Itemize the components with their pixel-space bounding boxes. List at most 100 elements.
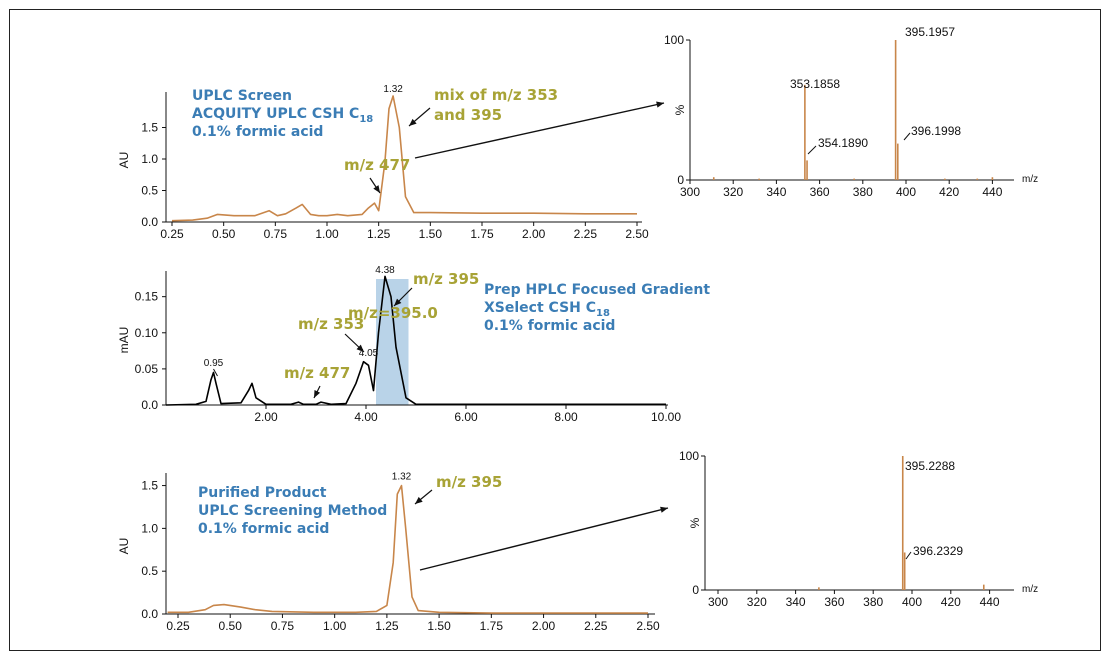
ms2-x-tick-label: 420 [941, 595, 961, 609]
prep-x-tick-label: 4.00 [354, 410, 378, 424]
ms1-peak-label: 395.1957 [905, 25, 955, 39]
ms1-peak-label: 353.1858 [790, 77, 840, 91]
uplc-title-line: ACQUITY UPLC CSH C18 [192, 106, 373, 125]
ms2-peak-label: 396.2329 [913, 544, 963, 558]
uplc-x-tick-label: 2.25 [574, 227, 598, 241]
uplc-x-tick-label: 2.50 [625, 227, 649, 241]
ms2-x-tick-label: 380 [863, 595, 883, 609]
uplc-y-tick-label: 1.5 [141, 121, 158, 135]
purified-x-tick-label: 2.50 [636, 619, 660, 633]
ms1-peak-leader [807, 145, 817, 155]
uplc-x-tick-label: 2.00 [522, 227, 546, 241]
uplc-x-tick-label: 1.00 [315, 227, 339, 241]
ms1-y-axis-title: % [673, 104, 687, 115]
ms1-x-tick-label: 380 [853, 185, 873, 199]
uplc-title-line: UPLC Screen [192, 88, 292, 104]
ms2-x-tick-label: 440 [980, 595, 1000, 609]
uplc-y-tick-label: 0.5 [141, 184, 158, 198]
ms1-y-tick-label: 0 [677, 173, 684, 187]
prep-annotation-m353: m/z 353 [298, 315, 364, 333]
uplc-title-subscript: 18 [359, 114, 373, 125]
prep-arrow-m477-head [314, 390, 321, 398]
prep-y-axis-title: mAU [117, 327, 131, 354]
uplc-annotation-mix: mix of m/z 353 [434, 86, 558, 104]
prep-arrow-m395-head [394, 298, 402, 306]
purified-arrow-to-ms-head [660, 506, 668, 513]
ms2-x-tick-label: 320 [747, 595, 767, 609]
ms2-x-tick-label: 340 [786, 595, 806, 609]
prep-title-line: XSelect CSH C18 [484, 300, 610, 319]
purified-x-tick-label: 1.50 [427, 619, 451, 633]
prep-x-tick-label: 10.00 [651, 410, 681, 424]
uplc-annotation-mix-2: and 395 [434, 106, 502, 124]
ms2-x-axis-title: m/z [1022, 584, 1038, 595]
purified-peak-label: 1.32 [392, 472, 412, 483]
ms2-y-axis-title: % [688, 517, 702, 528]
prep-arrow-m353-head [356, 344, 364, 352]
uplc-arrow-to-ms [414, 102, 665, 159]
purified-arrow-to-ms [419, 507, 669, 571]
prep-annotation-m395: m/z 395 [413, 270, 479, 288]
uplc-x-tick-label: 0.25 [160, 227, 184, 241]
prep-x-tick-label: 8.00 [554, 410, 578, 424]
ms1-x-tick-label: 340 [766, 185, 786, 199]
ms2-peak-leader [905, 551, 912, 560]
ms1-peak-label: 354.1890 [818, 136, 868, 150]
ms1-x-tick-label: 440 [982, 185, 1002, 199]
ms2-x-tick-label: 400 [902, 595, 922, 609]
purified-title-line: 0.1% formic acid [198, 521, 329, 537]
uplc-x-tick-label: 0.50 [212, 227, 236, 241]
prep-peak-label: 4.38 [375, 265, 395, 276]
uplc-x-tick-label: 0.75 [264, 227, 288, 241]
ms1-y-tick-label: 100 [664, 33, 684, 47]
ms1-x-tick-label: 400 [896, 185, 916, 199]
prep-title-subscript: 18 [596, 308, 610, 319]
prep-annotation-m3950: m/z=395.0 [348, 304, 438, 322]
uplc-trace-line [171, 95, 637, 222]
uplc-arrow-m477-head [373, 185, 380, 193]
prep-peak-label: 4.05 [359, 348, 379, 359]
figure-frame [9, 9, 1101, 651]
uplc-x-tick-label: 1.75 [470, 227, 494, 241]
ms2-x-tick-label: 360 [824, 595, 844, 609]
prep-y-tick-label: 0.15 [135, 290, 159, 304]
purified-y-tick-label: 1.5 [141, 479, 158, 493]
ms1-x-tick-label: 360 [810, 185, 830, 199]
uplc-arrow-mix-head [409, 118, 417, 126]
prep-title-line: 0.1% formic acid [484, 318, 615, 334]
purified-title-line: Purified Product [198, 485, 327, 501]
purified-title-line: UPLC Screening Method [198, 503, 387, 519]
uplc-x-tick-label: 1.50 [419, 227, 443, 241]
ms2-y-tick-label: 0 [692, 583, 699, 597]
uplc-arrow-to-ms-head [656, 101, 664, 108]
purified-x-tick-label: 0.50 [219, 619, 243, 633]
ms1-peak-leader [903, 132, 911, 141]
purified-x-tick-label: 0.75 [271, 619, 295, 633]
prep-x-tick-label: 6.00 [454, 410, 478, 424]
purified-y-tick-label: 0.5 [141, 564, 158, 578]
prep-title-line: Prep HPLC Focused Gradient [484, 282, 710, 298]
purified-annotation-m395: m/z 395 [436, 473, 502, 491]
prep-y-tick-label: 0.0 [141, 398, 158, 412]
purified-x-tick-label: 0.25 [166, 619, 190, 633]
prep-peak-label: 0.95 [204, 358, 224, 369]
purified-y-tick-label: 0.0 [141, 607, 158, 621]
uplc-annotation-m477: m/z 477 [344, 156, 410, 174]
uplc-y-axis-title: AU [117, 152, 131, 169]
purified-x-tick-label: 1.75 [480, 619, 504, 633]
prep-trace-line [165, 275, 666, 406]
prep-x-tick-label: 2.00 [254, 410, 278, 424]
ms2-x-tick-label: 300 [708, 595, 728, 609]
ms2-y-tick-label: 100 [679, 449, 699, 463]
prep-annotation-m477: m/z 477 [284, 364, 350, 382]
purified-trace-line [167, 484, 648, 614]
purified-x-tick-label: 1.25 [375, 619, 399, 633]
ms1-x-tick-label: 420 [939, 185, 959, 199]
uplc-title-line: 0.1% formic acid [192, 124, 323, 140]
purified-x-tick-label: 1.00 [323, 619, 347, 633]
purified-arrow-m395-head [415, 496, 423, 504]
ms1-peak-label: 396.1998 [911, 124, 961, 138]
ms1-x-tick-label: 300 [680, 185, 700, 199]
ms2-peak-label: 395.2288 [905, 459, 955, 473]
